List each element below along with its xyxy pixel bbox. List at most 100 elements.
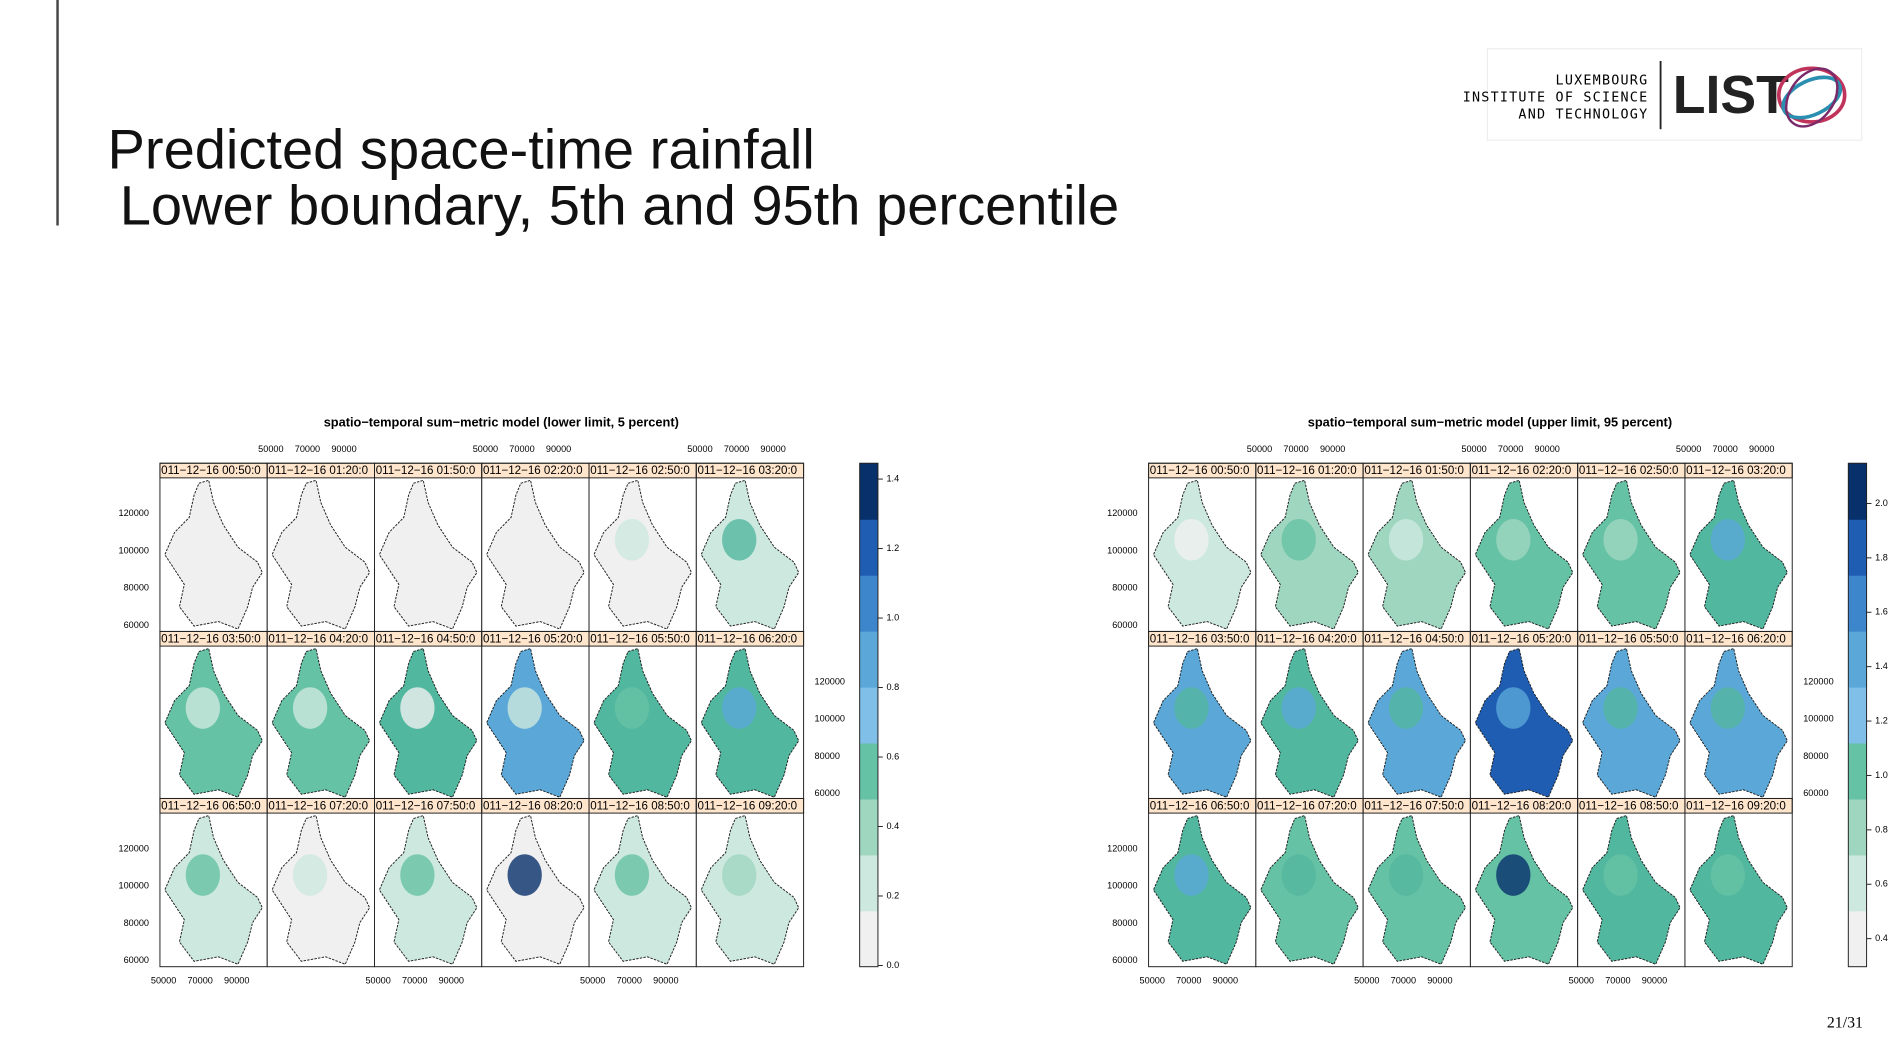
panel-label: 011−12−16 08:20:0 (1472, 800, 1572, 812)
rain-blob (292, 518, 328, 561)
panel-label: 011−12−16 05:50:0 (590, 633, 690, 645)
x-tick-label: 50000 (151, 976, 176, 986)
page-number: 21/31 (1827, 1015, 1863, 1032)
rain-blob (1710, 687, 1746, 729)
panel-label: 011−12−16 09:20:0 (698, 800, 798, 812)
x-tick-label: 70000 (295, 444, 320, 454)
panel-label: 011−12−16 05:50:0 (1579, 633, 1679, 645)
y-tick-label: 80000 (124, 918, 149, 928)
colorbar-segment (859, 631, 878, 688)
x-tick-label: 90000 (760, 444, 785, 454)
x-tick-label: 50000 (258, 444, 283, 454)
logo-mark: LIST (1673, 65, 1789, 125)
panel-label: 011−12−16 02:20:0 (483, 465, 583, 477)
rain-blob (1281, 854, 1316, 896)
colorbar-segment (859, 463, 878, 520)
panel-label: 011−12−16 01:20:0 (1257, 465, 1357, 477)
panel-label: 011−12−16 04:20:0 (1257, 633, 1357, 645)
panel-label: 011−12−16 06:20:0 (698, 633, 798, 645)
x-tick-label: 70000 (1176, 976, 1201, 986)
x-tick-label: 70000 (1391, 976, 1416, 986)
y-tick-label: 60000 (815, 788, 840, 798)
panel-label: 011−12−16 09:20:0 (1686, 800, 1786, 812)
rain-blob (1496, 518, 1531, 561)
x-tick-label: 50000 (473, 444, 498, 454)
x-tick-label: 70000 (1712, 444, 1737, 454)
rain-blob (1388, 854, 1424, 896)
rain-blob (1174, 854, 1209, 896)
x-tick-label: 50000 (1247, 444, 1272, 454)
rain-blob (722, 518, 757, 561)
colorbar-segment (859, 686, 878, 744)
rain-blob (722, 854, 757, 896)
panel-label: 011−12−16 07:50:0 (376, 800, 476, 812)
x-tick-label: 90000 (1320, 444, 1345, 454)
colorbar-segment (859, 742, 878, 800)
colorbar-label: 0.8 (886, 682, 899, 692)
plot-title: spatio−temporal sum−metric model (upper … (1308, 414, 1672, 429)
colorbar-segment (1848, 798, 1867, 856)
panel-label: 011−12−16 04:50:0 (376, 633, 476, 645)
y-tick-label: 60000 (1112, 955, 1137, 965)
y-tick-label: 100000 (119, 881, 149, 891)
panel-label: 011−12−16 06:50:0 (161, 800, 261, 812)
logo-ring (1781, 75, 1843, 120)
panel-label: 011−12−16 00:50:0 (161, 465, 261, 477)
colorbar-label: 0.6 (886, 751, 899, 761)
colorbar-segment (1848, 854, 1867, 912)
rain-blob (1710, 518, 1746, 561)
panel-label: 011−12−16 06:50:0 (1150, 800, 1250, 812)
y-tick-label: 100000 (1107, 881, 1137, 891)
x-tick-label: 70000 (724, 444, 749, 454)
colorbar-frame (1847, 462, 1868, 968)
colorbar-label: 0.0 (886, 960, 899, 970)
panel-label: 011−12−16 04:50:0 (1364, 633, 1464, 645)
x-tick-label: 50000 (1676, 444, 1701, 454)
colorbar-frame (859, 462, 879, 968)
colorbar-segment (1848, 742, 1867, 800)
colorbar-segment (859, 519, 878, 576)
colorbar-segment (859, 854, 878, 912)
rain-blob (1388, 687, 1424, 729)
colorbar-label: 0.4 (886, 821, 899, 831)
x-tick-label: 70000 (617, 976, 642, 986)
rain-blob (614, 687, 650, 729)
panel-label: 011−12−16 00:50:0 (1150, 465, 1250, 477)
x-tick-label: 90000 (653, 976, 678, 986)
x-tick-label: 90000 (546, 444, 571, 454)
rain-blob (507, 687, 542, 729)
rain-blob (614, 518, 650, 561)
slide-subtitle: Lower boundary, 5th and 95th percentile (120, 173, 1119, 236)
x-tick-label: 70000 (187, 976, 212, 986)
y-tick-label: 80000 (815, 751, 840, 761)
panel-label: 011−12−16 07:20:0 (268, 800, 368, 812)
y-tick-label: 80000 (1803, 751, 1828, 761)
y-tick-label: 60000 (1803, 788, 1828, 798)
y-tick-label: 100000 (815, 714, 845, 724)
y-tick-label: 60000 (1112, 620, 1137, 630)
colorbar-segment (859, 575, 878, 632)
y-tick-label: 120000 (815, 676, 845, 686)
panel-label: 011−12−16 07:50:0 (1364, 800, 1464, 812)
colorbar-segment (1848, 575, 1867, 632)
colorbar-segment (859, 798, 878, 856)
logo-line: AND TECHNOLOGY (1518, 108, 1648, 123)
rain-blob (1496, 687, 1531, 729)
lattice-plot: spatio−temporal sum−metric model (lower … (119, 414, 900, 985)
x-tick-label: 70000 (1498, 444, 1523, 454)
colorbar-label: 1.0 (886, 612, 899, 622)
panel-label: 011−12−16 01:50:0 (376, 465, 476, 477)
y-tick-label: 120000 (1803, 676, 1833, 686)
panel-label: 011−12−16 03:20:0 (1686, 465, 1786, 477)
x-tick-label: 70000 (402, 976, 427, 986)
y-tick-label: 100000 (1107, 545, 1137, 555)
panel-label: 011−12−16 02:50:0 (1579, 465, 1679, 477)
panel-label: 011−12−16 05:20:0 (1472, 633, 1572, 645)
rain-blob (400, 854, 435, 896)
panel-label: 011−12−16 08:20:0 (483, 800, 583, 812)
colorbar-label: 0.6 (1875, 879, 1888, 889)
plot-title: spatio−temporal sum−metric model (lower … (324, 414, 679, 429)
x-tick-label: 90000 (1213, 976, 1238, 986)
panel-label: 011−12−16 06:20:0 (1686, 633, 1786, 645)
x-tick-label: 90000 (1642, 976, 1667, 986)
